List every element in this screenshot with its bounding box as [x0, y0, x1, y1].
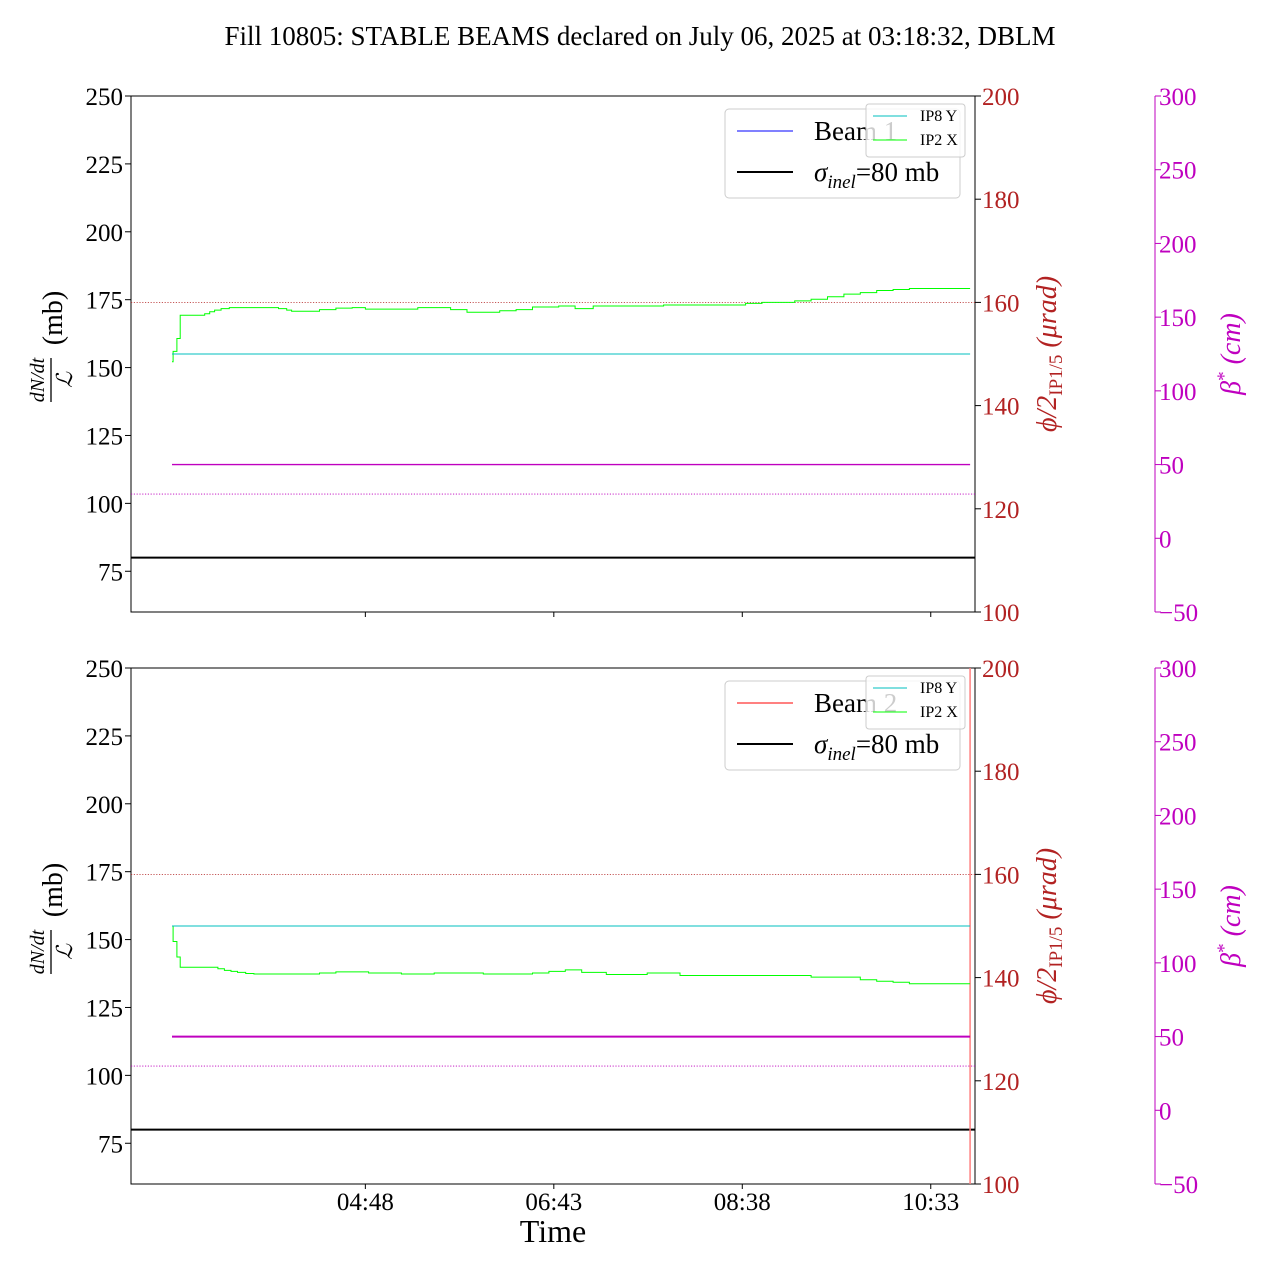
right-axis-1-tick-label: 120: [982, 497, 1020, 524]
right-axis-2-tick-label: 50: [1159, 1025, 1184, 1052]
plot-frame: [130, 667, 976, 1185]
right-axis-2-title: β* (cm): [1214, 313, 1247, 396]
right-axis-1-label: ϕ/2IP1/5 (μrad): [1032, 276, 1067, 432]
right-axis-1-tick-label: 200: [982, 84, 1020, 111]
left-axis-numerator: dN/dt: [27, 357, 49, 402]
right-axis-1-tick-label: 160: [982, 862, 1020, 889]
chart-title: Fill 10805: STABLE BEAMS declared on Jul…: [224, 21, 1055, 51]
x-axis-title: Time: [520, 1213, 586, 1249]
right-axis-1-tick-label: 100: [982, 1172, 1020, 1199]
right-axis-1-title: ϕ/2IP1/5 (μrad): [1032, 848, 1067, 1004]
right-axis-2-tick-label: 0: [1159, 526, 1172, 553]
left-axis-unit: (mb): [38, 863, 69, 917]
right-axis-1-title: ϕ/2IP1/5 (μrad): [1032, 276, 1067, 432]
x-tick-label: 10:33: [902, 1189, 959, 1216]
x-tick-label: 08:38: [714, 1189, 771, 1216]
left-axis-denominator: ℒ: [52, 943, 77, 960]
right-axis-2-label: β* (cm): [1214, 313, 1247, 396]
left-axis-numerator: dN/dt: [27, 929, 49, 974]
left-y-tick-label: 250: [86, 84, 124, 111]
right-axis-1-label: ϕ/2IP1/5 (μrad): [1032, 848, 1067, 1004]
left-y-tick-label: 125: [86, 423, 124, 450]
legend-small: IP8 Y IP2 X: [865, 103, 966, 158]
right-axis-1-tick-label: 140: [982, 966, 1020, 993]
series-ip2x: [172, 288, 971, 363]
legend-small-frame: [865, 675, 966, 730]
right-axis-2-tick-label: 250: [1159, 158, 1197, 185]
left-y-tick-label: 200: [86, 792, 124, 819]
right-axis-1-tick-label: 100: [982, 600, 1020, 627]
left-y-tick-label: 225: [86, 724, 124, 751]
left-y-tick-label: 150: [86, 928, 124, 955]
panel-top: 75 100 125 150 175 200 225 250 100 120 140 160 180 20…: [27, 84, 1247, 627]
right-axis-1-tick-label: 180: [982, 759, 1020, 786]
left-y-tick-label: 100: [86, 491, 124, 518]
right-axis-2-tick-label: 250: [1159, 730, 1197, 757]
left-y-tick-label: 150: [86, 356, 124, 383]
legend-sigma-label: σinel=80 mb: [814, 729, 939, 765]
right-axis-2-tick-label: 200: [1159, 231, 1197, 258]
right-axis-1-tick-label: 200: [982, 656, 1020, 683]
legend-small-label: IP2 X: [920, 132, 958, 149]
left-axis-title: dN/dt ℒ (mb): [27, 291, 77, 402]
right-axis-1-tick-label: 140: [982, 394, 1020, 421]
right-axis-1-tick-label: 160: [982, 290, 1020, 317]
right-axis-2-tick-label: −50: [1159, 1172, 1198, 1199]
left-y-tick-label: 225: [86, 152, 124, 179]
series-ip2x: [172, 925, 971, 985]
right-axis-2-tick-label: 300: [1159, 656, 1197, 683]
left-axis-denominator: ℒ: [52, 371, 77, 388]
right-axis-2-title: β* (cm): [1214, 885, 1247, 968]
right-axis-1-tick-label: 120: [982, 1069, 1020, 1096]
right-axis-2-label: β* (cm): [1214, 885, 1247, 968]
left-y-tick-label: 250: [86, 656, 124, 683]
right-axis-2-tick-label: 100: [1159, 379, 1197, 406]
right-axis-2-tick-label: 300: [1159, 84, 1197, 111]
left-y-tick-label: 100: [86, 1063, 124, 1090]
legend-small-label: IP8 Y: [920, 680, 958, 697]
left-axis-title: dN/dt ℒ (mb): [27, 863, 77, 974]
left-y-tick-label: 200: [86, 220, 124, 247]
left-y-tick-label: 75: [98, 1131, 123, 1158]
right-axis-2-tick-label: 0: [1159, 1098, 1172, 1125]
right-axis-2-tick-label: 150: [1159, 305, 1197, 332]
left-y-tick-label: 75: [98, 559, 123, 586]
legend-small-frame: [865, 103, 966, 158]
legend-small-label: IP8 Y: [920, 108, 958, 125]
plot-frame: [130, 95, 976, 613]
right-axis-2-tick-label: −50: [1159, 600, 1198, 627]
left-y-tick-label: 125: [86, 995, 124, 1022]
left-y-tick-label: 175: [86, 288, 124, 315]
right-axis-2-tick-label: 150: [1159, 877, 1197, 904]
x-tick-label: 04:48: [337, 1189, 394, 1216]
left-y-tick-label: 175: [86, 860, 124, 887]
left-axis-unit: (mb): [38, 291, 69, 345]
right-axis-1-tick-label: 180: [982, 187, 1020, 214]
panel-bottom: 75 100 125 150 175 200 225 250 100 120 140 160 180 20…: [27, 656, 1247, 1249]
legend-small-label: IP2 X: [920, 704, 958, 721]
right-axis-2-tick-label: 200: [1159, 803, 1197, 830]
x-tick-label: 06:43: [525, 1189, 582, 1216]
right-axis-2-tick-label: 50: [1159, 453, 1184, 480]
legend-sigma-label: σinel=80 mb: [814, 157, 939, 193]
right-axis-2-tick-label: 100: [1159, 951, 1197, 978]
legend-small: IP8 Y IP2 X: [865, 675, 966, 730]
